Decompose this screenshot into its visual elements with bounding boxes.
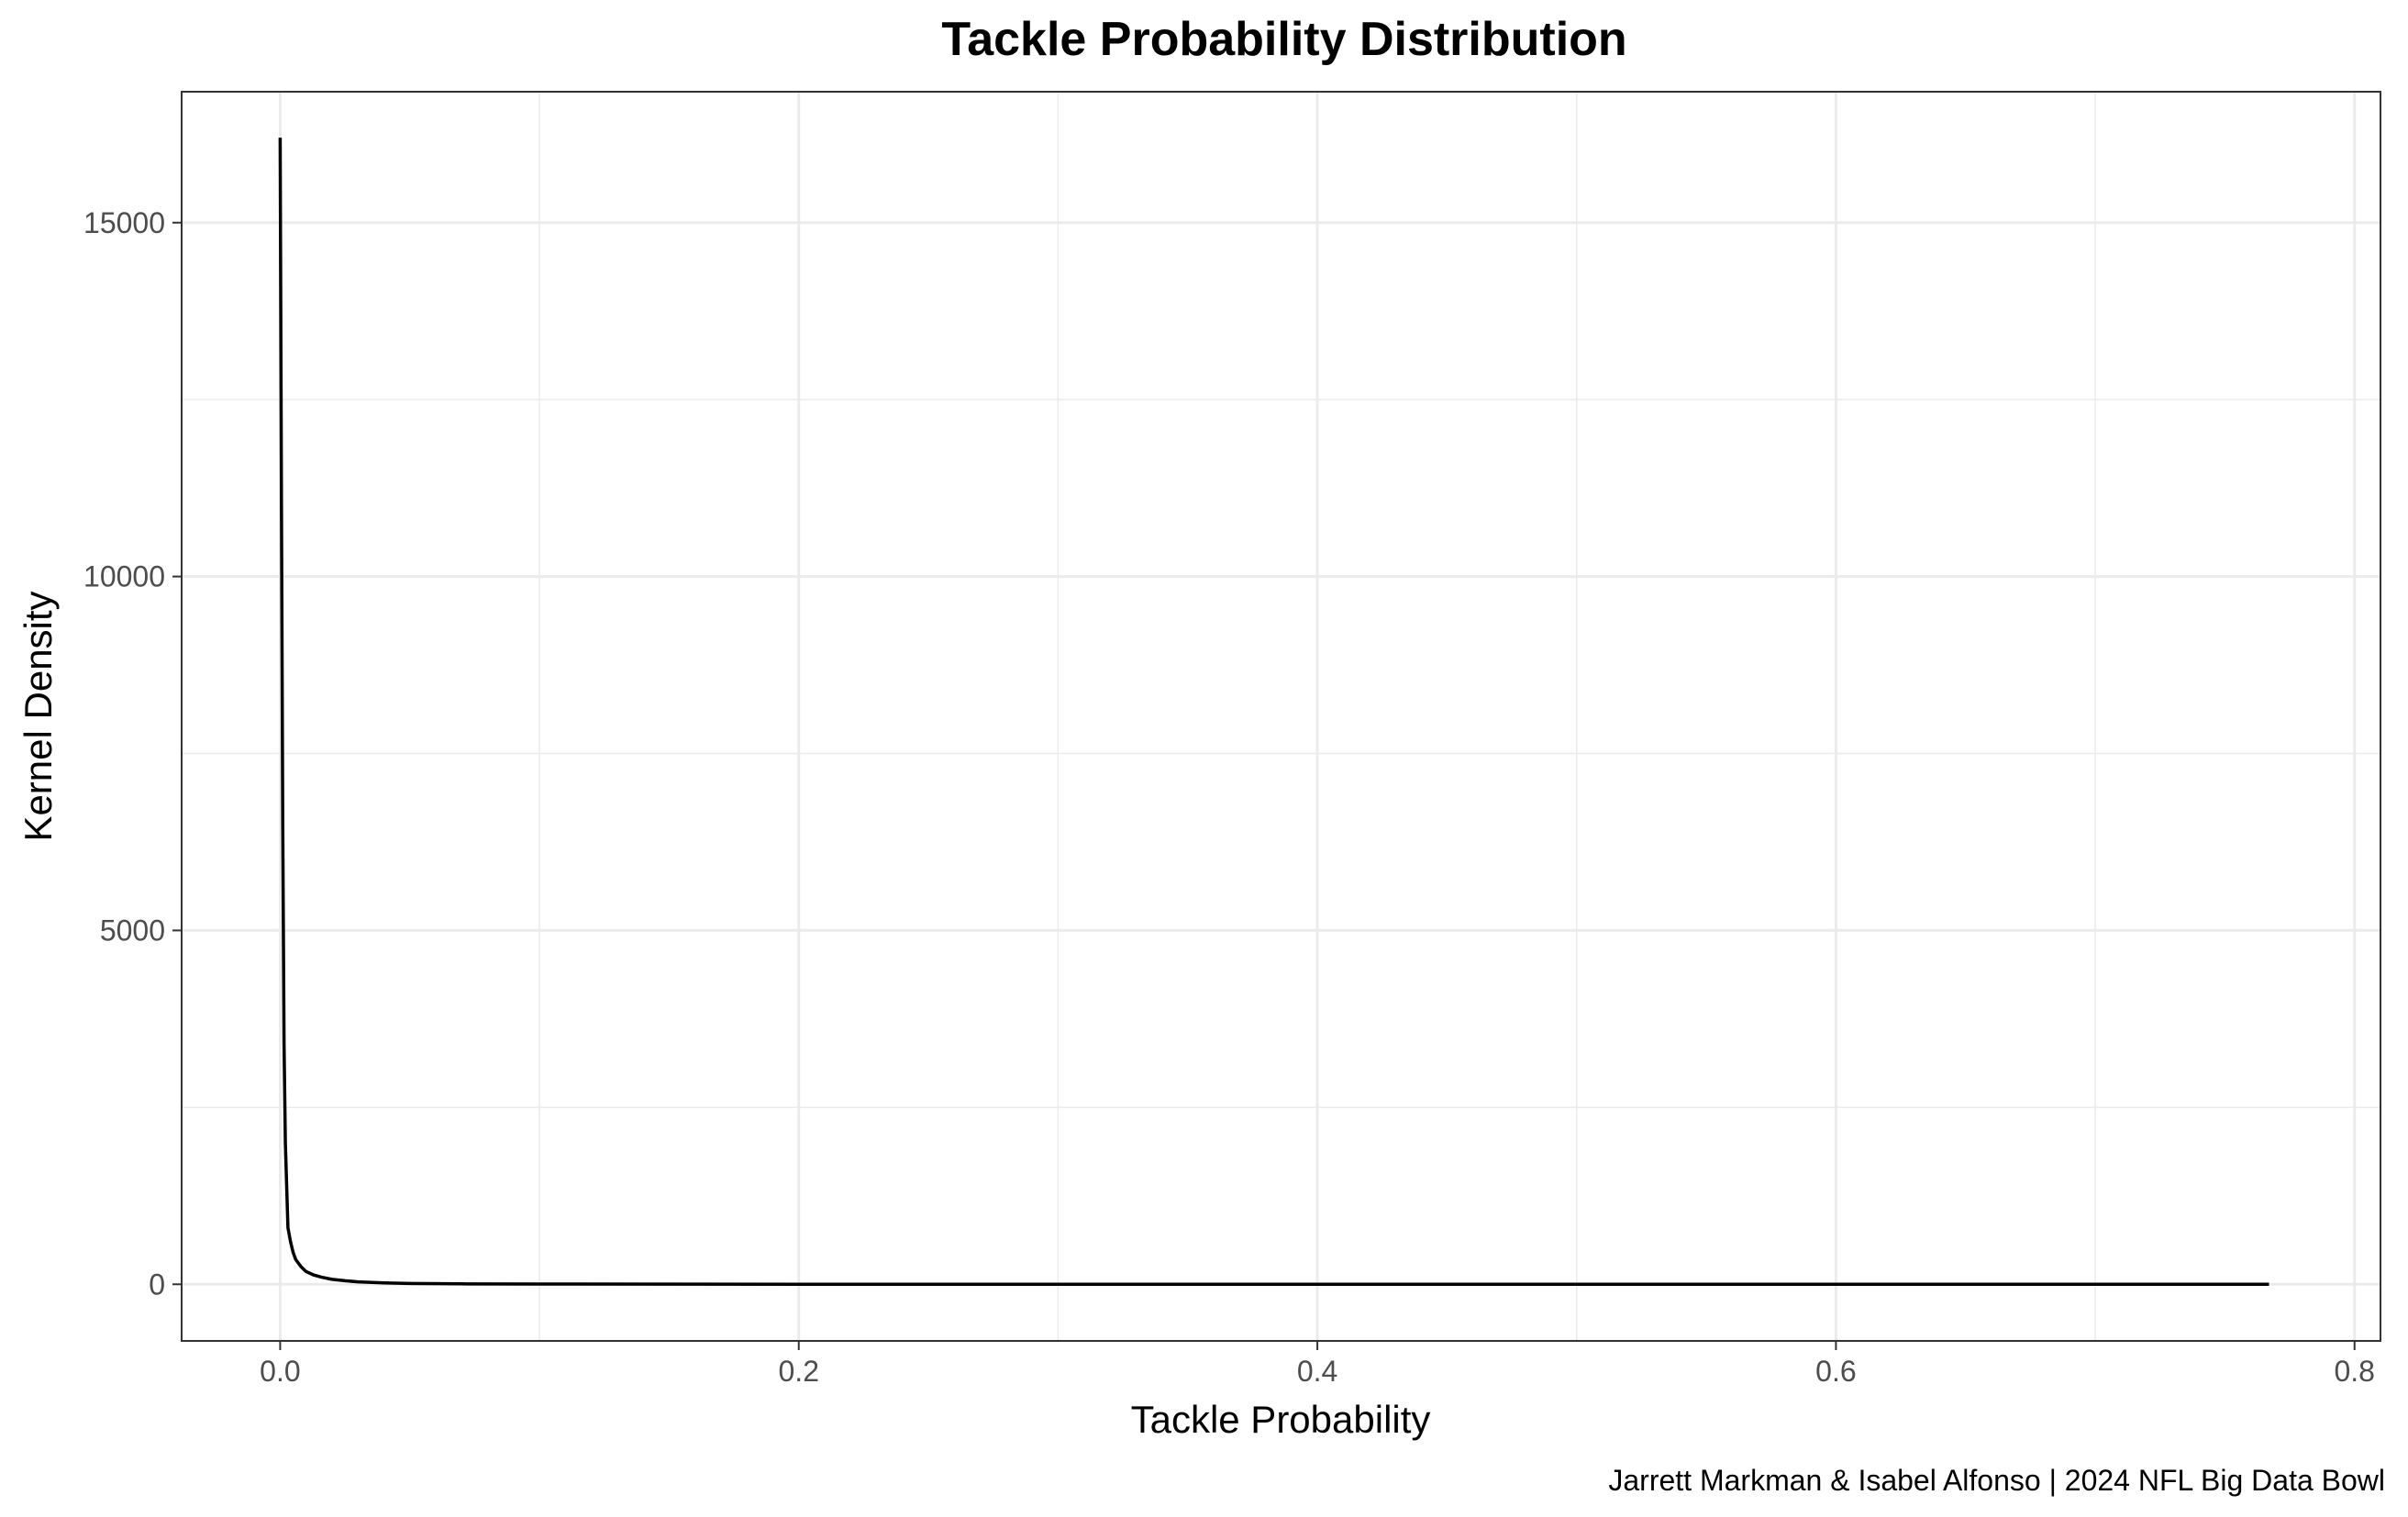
y-tick-label: 15000: [83, 206, 165, 239]
y-tick-label: 10000: [83, 560, 165, 593]
chart-caption: Jarrett Markman & Isabel Alfonso | 2024 …: [1608, 1464, 2385, 1497]
x-tick-label: 0.8: [2334, 1355, 2374, 1388]
plot-panel: [182, 92, 2380, 1341]
panel-border: [181, 91, 2381, 1342]
x-tick-label: 0.2: [779, 1355, 819, 1388]
minor-grid: [182, 92, 2380, 1341]
x-tick-label: 0.0: [260, 1355, 300, 1388]
x-tick-label: 0.6: [1815, 1355, 1856, 1388]
y-axis-ticks: 0 5000 10000 15000: [83, 206, 182, 1301]
density-line: [278, 138, 2269, 1287]
y-tick-label: 5000: [100, 914, 165, 947]
x-tick-label: 0.4: [1297, 1355, 1337, 1388]
x-axis-title: Tackle Probability: [1131, 1398, 1431, 1441]
y-tick-label: 0: [149, 1268, 165, 1301]
y-axis-title: Kernel Density: [17, 591, 60, 841]
chart-title: Tackle Probability Distribution: [941, 13, 1626, 66]
x-axis-ticks: 0.0 0.2 0.4 0.6 0.8: [260, 1341, 2375, 1388]
